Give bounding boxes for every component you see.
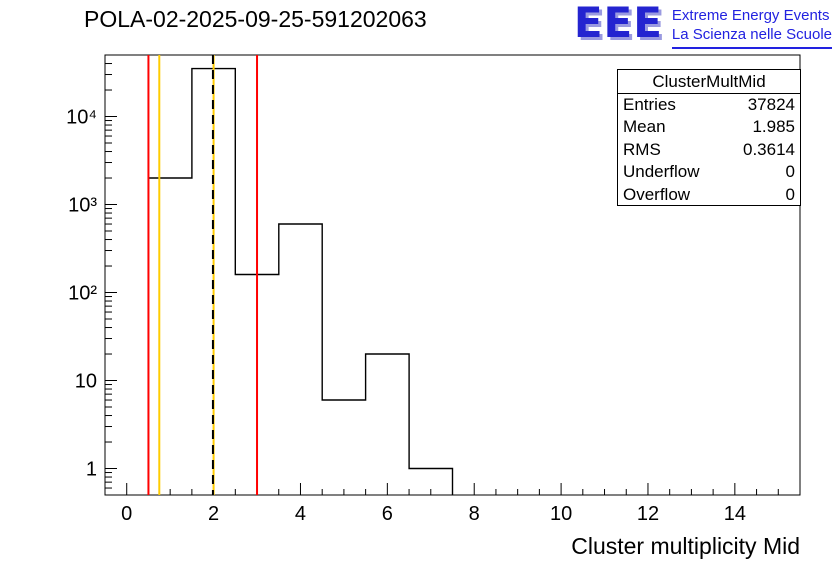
- eee-logo: EEE Extreme Energy Events La Scienza nel…: [573, 0, 832, 49]
- stat-value: 0.3614: [743, 139, 795, 159]
- stat-label: Underflow: [623, 162, 700, 182]
- eee-logo-line2: La Scienza nelle Scuole: [671, 26, 832, 43]
- x-tick-label: 6: [382, 503, 393, 525]
- x-tick-label: 0: [121, 503, 132, 525]
- x-tick-label: 12: [637, 503, 659, 525]
- stat-row-entries: Entries 37824: [618, 94, 800, 116]
- stat-label: Mean: [623, 117, 666, 137]
- stats-box: ClusterMultMid Entries 37824 Mean 1.985 …: [617, 69, 801, 206]
- y-tick-label: 10: [75, 371, 97, 393]
- stat-value: 0: [785, 184, 795, 204]
- page-title: POLA-02-2025-09-25-591202063: [84, 6, 427, 32]
- y-tick-label: 10²: [68, 283, 97, 305]
- x-tick-label: 2: [208, 503, 219, 525]
- stat-row-mean: Mean 1.985: [618, 116, 800, 138]
- eee-logo-tagline: Extreme Energy Events La Scienza nelle S…: [671, 4, 832, 49]
- eee-logo-line1: Extreme Energy Events: [671, 7, 830, 24]
- stat-value: 0: [785, 162, 795, 182]
- y-tick-label: 10⁴: [66, 107, 97, 129]
- x-tick-label: 10: [550, 503, 572, 525]
- x-tick-label: 4: [295, 503, 306, 525]
- x-axis-title: Cluster multiplicity Mid: [571, 533, 800, 559]
- histogram-line: [147, 67, 454, 495]
- stat-label: RMS: [623, 139, 661, 159]
- x-tick-label: 8: [469, 503, 480, 525]
- y-tick-label: 10³: [68, 195, 97, 217]
- stat-label: Overflow: [623, 184, 691, 204]
- x-tick-label: 14: [724, 503, 746, 525]
- stat-label: Entries: [623, 95, 676, 114]
- stats-title: ClusterMultMid: [618, 70, 800, 94]
- stat-row-overflow: Overflow 0: [618, 184, 800, 206]
- y-tick-label: 1: [86, 459, 97, 481]
- stat-value: 1.985: [752, 117, 795, 137]
- stat-value: 37824: [747, 95, 795, 114]
- stat-row-rms: RMS 0.3614: [618, 139, 800, 161]
- stat-row-underflow: Underflow 0: [618, 161, 800, 183]
- eee-logo-icon: EEE: [573, 0, 663, 47]
